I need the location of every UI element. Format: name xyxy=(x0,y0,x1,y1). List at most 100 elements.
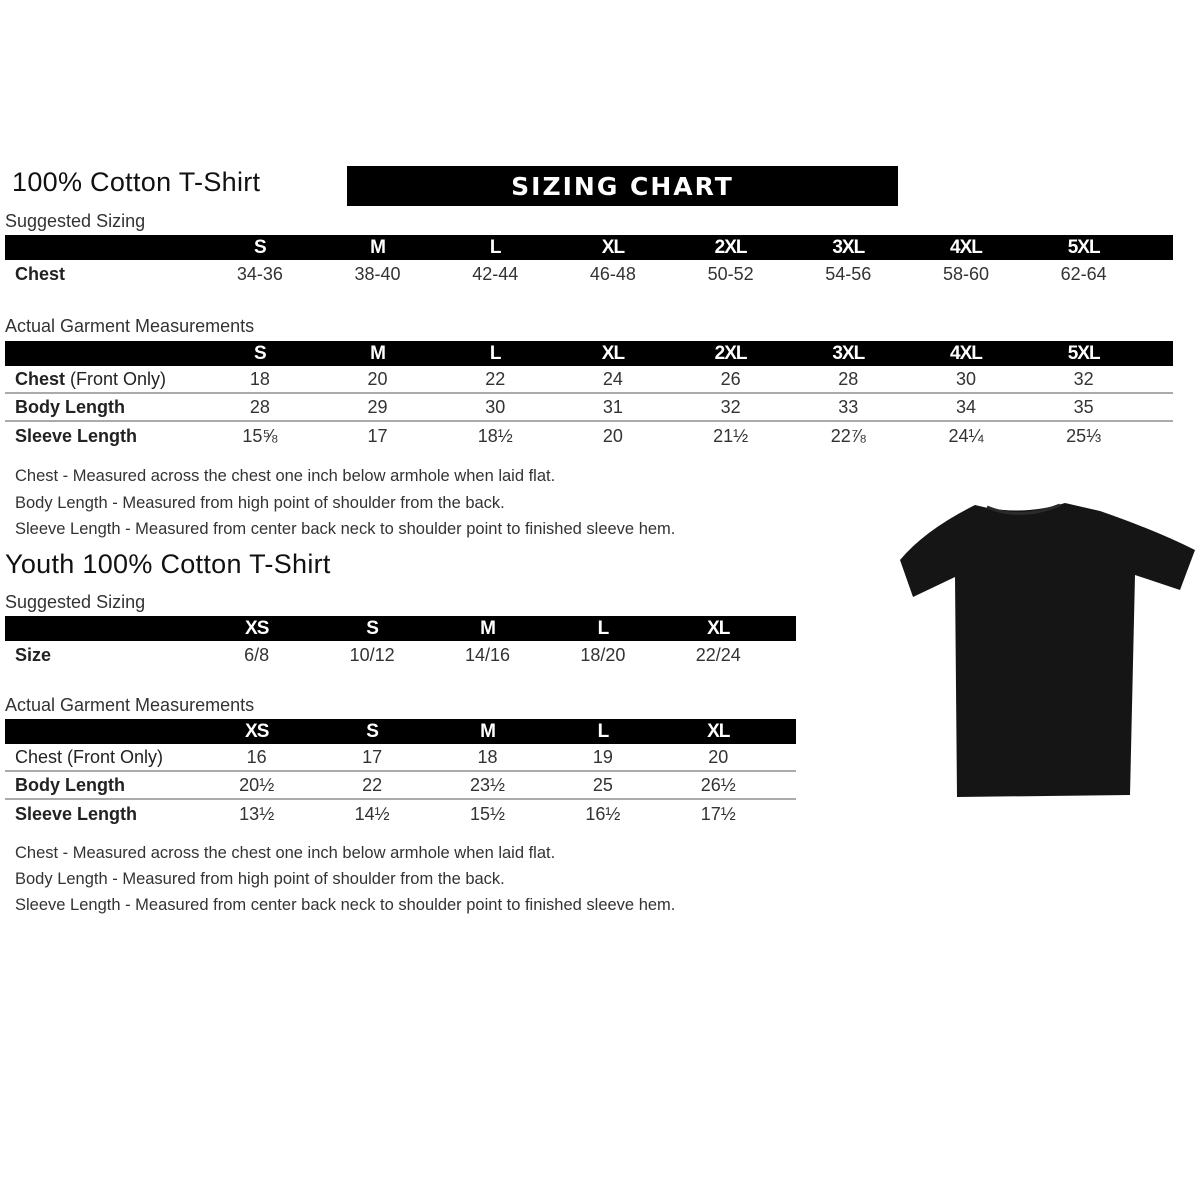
measurement-cell: 16½ xyxy=(585,803,621,824)
measurement-cell: 32 xyxy=(1073,368,1094,389)
row-label-text: Body Length xyxy=(15,774,125,795)
youth-actual-table: XS S M L XL Chest (Front Only) 16 17 18 19 20 Body … xyxy=(5,719,796,828)
adult-note-chest: Chest - Measured across the chest one in… xyxy=(15,467,556,485)
size-header: XL xyxy=(707,720,730,742)
row-label: Sleeve Length xyxy=(5,804,199,825)
size-header: 3XL xyxy=(832,342,865,364)
table-row: Body Length 28 29 30 31 32 33 34 35 xyxy=(5,394,1173,422)
size-header: XL xyxy=(601,342,625,364)
row-label-text: Size xyxy=(15,644,52,665)
measurement-cell: 42-44 xyxy=(472,263,519,284)
measurement-cell: 15⅝ xyxy=(242,425,278,446)
measurement-cell: 24 xyxy=(602,368,623,389)
size-header: S xyxy=(366,617,379,639)
measurement-cell: 10/12 xyxy=(349,644,395,665)
size-header: M xyxy=(480,617,496,639)
row-label-text: Sleeve Length xyxy=(15,803,138,824)
youth-title: Youth 100% Cotton T-Shirt xyxy=(5,549,331,579)
table-row: Sleeve Length 13½ 14½ 15½ 16½ 17½ xyxy=(5,800,796,828)
table-row: Body Length 20½ 22 23½ 25 26½ xyxy=(5,772,796,800)
row-label-text: Chest xyxy=(15,263,66,284)
measurement-cell: 20 xyxy=(367,368,388,389)
youth-note-chest: Chest - Measured across the chest one in… xyxy=(15,844,556,862)
size-header: 2XL xyxy=(714,342,748,364)
measurement-cell: 34 xyxy=(955,396,976,417)
measurement-cell: 19 xyxy=(592,746,613,767)
adult-actual-table: S M L XL 2XL 3XL 4XL 5XL Chest (Front Only) 18 20 2… xyxy=(5,341,1173,450)
size-header: XS xyxy=(245,617,269,639)
size-header-row: S M L XL 2XL 3XL 4XL 5XL xyxy=(5,235,1173,260)
youth-suggested-label: Suggested Sizing xyxy=(5,592,146,612)
row-label-note: (Front Only) xyxy=(70,368,167,389)
row-label-text: Chest (Front Only) xyxy=(15,746,164,767)
measurement-cell: 20 xyxy=(708,746,729,767)
measurement-cell: 24¼ xyxy=(948,425,984,446)
size-header-row: S M L XL 2XL 3XL 4XL 5XL xyxy=(5,341,1173,366)
measurement-cell: 6/8 xyxy=(244,644,270,665)
size-header: XS xyxy=(245,720,269,742)
row-label: Chest (Front Only) xyxy=(5,747,199,768)
measurement-cell: 28 xyxy=(838,368,859,389)
size-header: 5XL xyxy=(1067,342,1101,364)
youth-suggested-table: XS S M L XL Size 6/8 10/12 14/16 18/20 22/24 xyxy=(5,616,796,669)
size-header: XL xyxy=(601,236,625,258)
measurement-cell: 32 xyxy=(720,396,741,417)
measurement-cell: 23½ xyxy=(469,774,505,795)
measurement-cell: 25 xyxy=(592,774,613,795)
adult-suggested-table: S M L XL 2XL 3XL 4XL 5XL Chest 34-36 38-40 42-44 46-… xyxy=(5,235,1173,288)
size-header: L xyxy=(597,720,610,742)
measurement-cell: 46-48 xyxy=(589,263,636,284)
measurement-cell: 34-36 xyxy=(236,263,283,284)
measurement-cell: 26½ xyxy=(700,774,736,795)
size-header: S xyxy=(254,342,267,364)
size-header: L xyxy=(489,342,502,364)
measurement-cell: 15½ xyxy=(469,803,505,824)
table-row: Chest (Front Only) 18 20 22 24 26 28 30 32 xyxy=(5,366,1173,394)
row-label: Body Length xyxy=(5,397,201,418)
size-header: 5XL xyxy=(1067,236,1101,258)
measurement-cell: 62-64 xyxy=(1060,263,1107,284)
size-header: 4XL xyxy=(950,342,983,364)
row-label: Chest (Front Only) xyxy=(5,369,201,390)
measurement-cell: 58-60 xyxy=(942,263,989,284)
measurement-cell: 22 xyxy=(485,368,506,389)
measurement-cell: 20 xyxy=(602,425,623,446)
measurement-cell: 54-56 xyxy=(825,263,872,284)
measurement-cell: 22/24 xyxy=(695,644,741,665)
youth-note-body: Body Length - Measured from high point o… xyxy=(15,870,505,888)
measurement-cell: 18 xyxy=(249,368,270,389)
sizing-chart-banner: SIZING CHART xyxy=(347,166,898,206)
adult-suggested-label: Suggested Sizing xyxy=(5,211,146,231)
row-label: Size xyxy=(5,645,199,666)
size-header: L xyxy=(489,236,502,258)
row-label-text: Chest xyxy=(15,368,66,389)
adult-note-sleeve: Sleeve Length - Measured from center bac… xyxy=(15,520,676,538)
adult-title: 100% Cotton T-Shirt xyxy=(12,167,261,197)
table-row: Sleeve Length 15⅝ 17 18½ 20 21½ 22⅞ 24¼ 25⅓ xyxy=(5,422,1173,450)
row-label-text: Sleeve Length xyxy=(15,425,138,446)
measurement-cell: 22⅞ xyxy=(830,425,866,446)
measurement-cell: 50-52 xyxy=(707,263,754,284)
adult-actual-label: Actual Garment Measurements xyxy=(5,316,255,336)
size-header: M xyxy=(370,342,386,364)
measurement-cell: 14½ xyxy=(354,803,390,824)
adult-note-body: Body Length - Measured from high point o… xyxy=(15,494,505,512)
measurement-cell: 35 xyxy=(1073,396,1094,417)
row-label: Body Length xyxy=(5,775,199,796)
size-header: 3XL xyxy=(832,236,865,258)
measurement-cell: 14/16 xyxy=(464,644,510,665)
size-header: S xyxy=(366,720,379,742)
size-header: XL xyxy=(707,617,730,639)
measurement-cell: 21½ xyxy=(713,425,749,446)
row-label: Chest xyxy=(5,264,201,285)
size-header: M xyxy=(370,236,386,258)
tshirt-image xyxy=(900,503,1195,797)
measurement-cell: 17 xyxy=(362,746,383,767)
measurement-cell: 18½ xyxy=(477,425,513,446)
measurement-cell: 18 xyxy=(477,746,498,767)
measurement-cell: 38-40 xyxy=(354,263,401,284)
size-header-row: XS S M L XL xyxy=(5,719,796,744)
measurement-cell: 28 xyxy=(249,396,270,417)
youth-note-sleeve: Sleeve Length - Measured from center bac… xyxy=(15,896,676,914)
size-header: M xyxy=(480,720,496,742)
